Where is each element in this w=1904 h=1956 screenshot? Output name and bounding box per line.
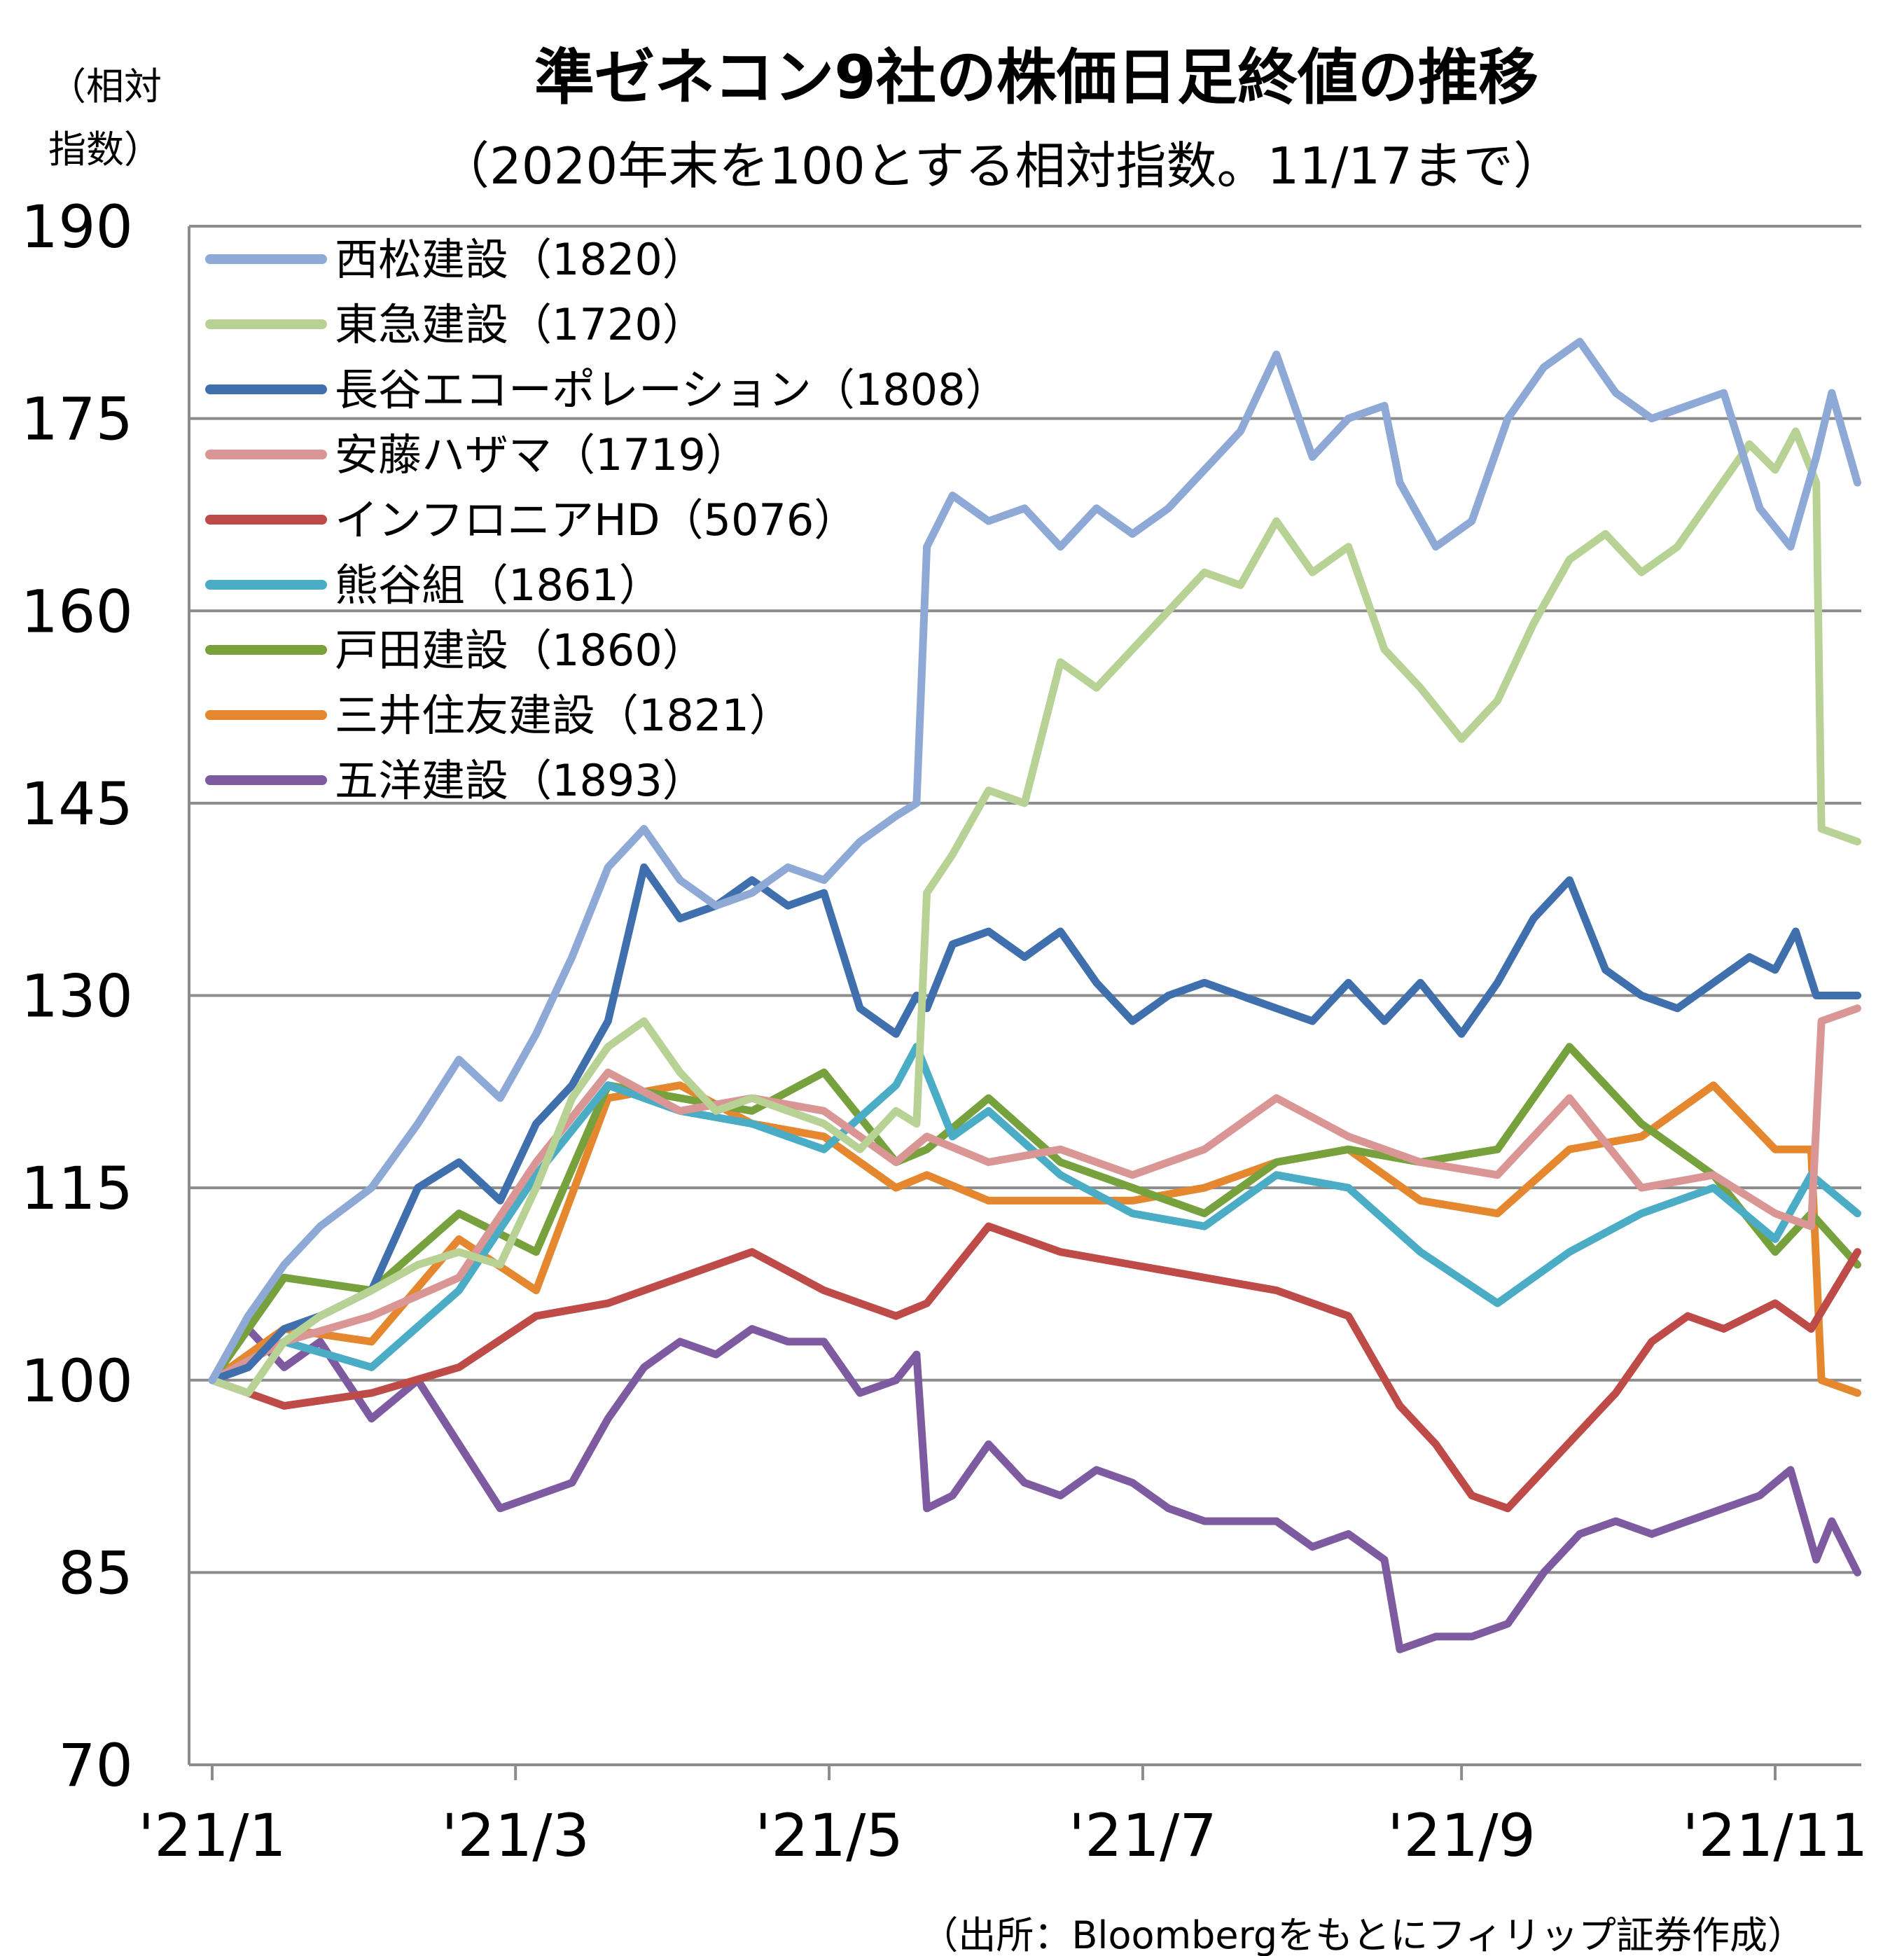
x-tick-label: '21/5 (755, 1801, 903, 1870)
legend-label: 五洋建設（1893） (335, 755, 706, 806)
legend-label: 安藤ハザマ（1719） (335, 429, 749, 480)
legend-item: 五洋建設（1893） (205, 755, 706, 806)
legend-item: 長谷エコーポレーション（1808） (205, 364, 1009, 415)
series-line-7 (208, 1043, 1861, 1385)
legend-item: 戸田建設（1860） (205, 625, 706, 676)
gridlines (189, 225, 1861, 1574)
legend-label: 熊谷組（1861） (335, 560, 662, 611)
series-line-3 (208, 863, 1861, 1385)
y-tick-label: 70 (58, 1731, 133, 1800)
series-lines (208, 338, 1861, 1653)
x-tick-label: '21/9 (1387, 1801, 1536, 1870)
legend-item: 三井住友建設（1821） (205, 690, 793, 741)
legend-label: 東急建設（1720） (335, 299, 706, 350)
series-line-1 (208, 338, 1861, 1385)
y-tick-label: 145 (21, 770, 133, 838)
legend: 西松建設（1820） 東急建設（1720） 長谷エコーポレーション（1808） 安藤ハ… (205, 234, 1009, 806)
legend-item: インフロニアHD（5076） (205, 494, 857, 546)
legend-label: 戸田建設（1860） (335, 625, 706, 676)
chart-subtitle: （2020年末を100とする相対指数。11/17まで） (439, 137, 1564, 195)
legend-item: 安藤ハザマ（1719） (205, 429, 749, 480)
y-axis-unit-line-2: 指数） (48, 127, 162, 172)
legend-item: 東急建設（1720） (205, 299, 706, 350)
series-line-5 (208, 1222, 1861, 1513)
legend-item: 熊谷組（1861） (205, 560, 662, 611)
series-line-9 (208, 1325, 1861, 1653)
series-line-4 (208, 1004, 1861, 1385)
x-tick-label: '21/7 (1069, 1801, 1217, 1870)
legend-label: 長谷エコーポレーション（1808） (335, 364, 1009, 415)
axes: 70 85 100 115 130 145 160 175 190 '21/1 '21/3 '21/5… (21, 193, 1868, 1870)
y-tick-label: 85 (58, 1539, 133, 1607)
legend-item: 西松建設（1820） (205, 234, 706, 285)
legend-label: 西松建設（1820） (335, 234, 706, 285)
x-tick-label: '21/1 (138, 1801, 286, 1870)
y-tick-label: 175 (21, 385, 133, 454)
chart-title: 準ゼネコン9社の株価日足終値の推移 (534, 43, 1538, 113)
legend-label: インフロニアHD（5076） (335, 494, 857, 546)
legend-label: 三井住友建設（1821） (335, 690, 793, 741)
series-line-8 (208, 1081, 1861, 1397)
source-note: （出所：Bloombergをもとにフィリップ証券作成） (920, 1913, 1805, 1956)
series-line-2 (208, 427, 1861, 1397)
y-tick-label: 130 (21, 962, 133, 1031)
x-tick-label: '21/3 (441, 1801, 590, 1870)
y-tick-label: 160 (21, 577, 133, 646)
y-tick-label: 115 (21, 1154, 133, 1223)
x-tick-label: '21/11 (1682, 1801, 1868, 1870)
y-axis-unit-line-1: （相対 (48, 64, 162, 109)
y-tick-label: 190 (21, 193, 133, 261)
y-tick-label: 100 (21, 1347, 133, 1415)
